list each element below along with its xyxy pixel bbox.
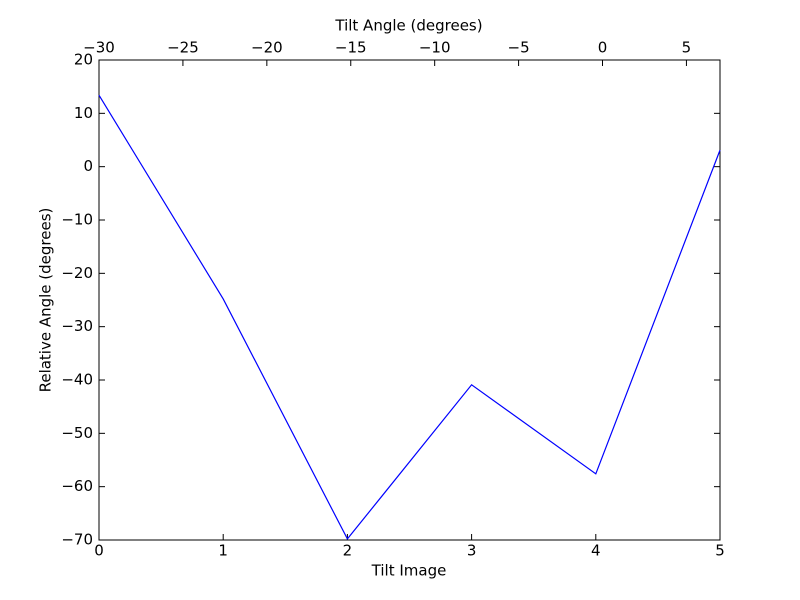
y-axis-title: Relative Angle (degrees) — [37, 208, 55, 393]
data-line — [98, 94, 721, 541]
x2-tick-label: 0 — [598, 39, 608, 57]
x2-tick-label: −25 — [167, 39, 199, 57]
x2-tick-label: −5 — [508, 39, 530, 57]
x-tick-label: 0 — [94, 542, 104, 560]
y-tick-label: −60 — [61, 477, 93, 495]
x-tick-label: 5 — [715, 542, 725, 560]
x2-tick-label: −10 — [419, 39, 451, 57]
x-tick-label: 2 — [343, 542, 353, 560]
y-tick-label: 0 — [83, 157, 93, 175]
x-tick-label: 4 — [591, 542, 601, 560]
x-tick-label: 3 — [467, 542, 477, 560]
x2-tick-label: −15 — [335, 39, 367, 57]
x-tick-label: 1 — [218, 542, 228, 560]
y-tick-label: −50 — [61, 424, 93, 442]
x2-tick-label: −20 — [251, 39, 283, 57]
y-tick-label: −70 — [61, 531, 93, 549]
x2-tick-label: 5 — [682, 39, 692, 57]
y-tick-label: −20 — [61, 264, 93, 282]
y-tick-label: −30 — [61, 317, 93, 335]
plot-frame — [98, 59, 721, 541]
x2-tick-label: −30 — [83, 39, 115, 57]
y-tick-label: 20 — [74, 51, 93, 69]
y-tick-label: 10 — [74, 104, 93, 122]
x2-axis-title: Tilt Angle (degrees) — [334, 17, 482, 35]
x-axis-title: Tilt Image — [371, 562, 447, 580]
y-tick-label: −10 — [61, 211, 93, 229]
y-tick-label: −40 — [61, 371, 93, 389]
